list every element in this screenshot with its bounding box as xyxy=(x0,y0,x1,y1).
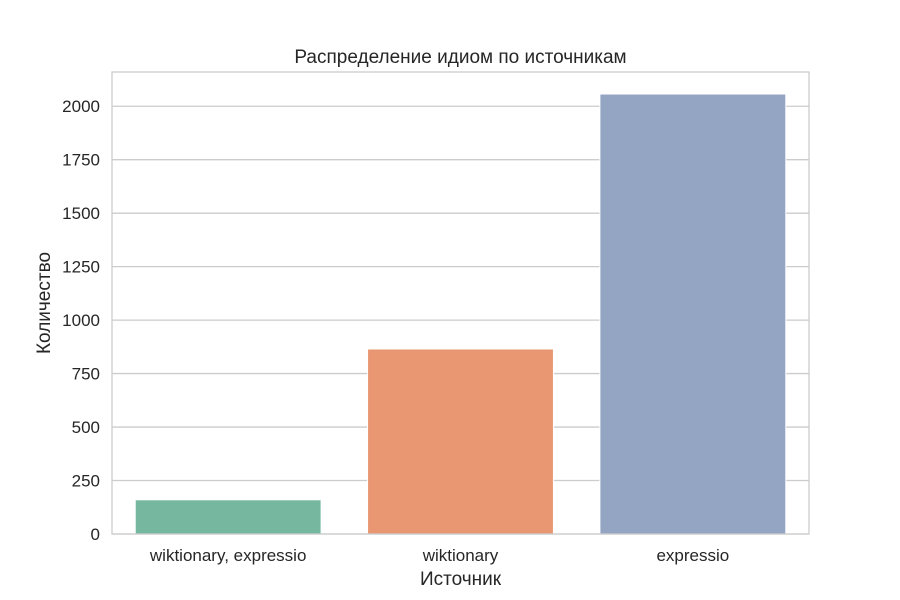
x-tick-label: wiktionary, expressio xyxy=(149,546,307,565)
y-tick-label: 1250 xyxy=(62,258,100,277)
y-tick-label: 1500 xyxy=(62,204,100,223)
y-tick-label: 0 xyxy=(91,525,100,544)
y-tick-label: 750 xyxy=(72,365,100,384)
y-tick-labels: 0 250 500 750 1000 1250 1500 1750 2000 xyxy=(62,97,100,544)
chart-title: Распределение идиом по источникам xyxy=(294,47,626,68)
x-tick-label: expressio xyxy=(656,546,729,565)
bars-layer xyxy=(134,93,787,535)
bar-1 xyxy=(367,348,554,535)
x-tick-label: wiktionary xyxy=(422,546,499,565)
bar-2 xyxy=(599,93,787,535)
y-tick-label: 250 xyxy=(72,472,100,491)
grid-layer xyxy=(112,105,809,535)
axes-frame xyxy=(111,71,810,535)
x-axis-label: Источник xyxy=(420,569,502,590)
y-tick-label: 500 xyxy=(72,418,100,437)
y-axis-label: Количество xyxy=(34,252,55,354)
y-tick-label: 2000 xyxy=(62,97,100,116)
x-tick-labels: wiktionary, expressio wiktionary expressio xyxy=(149,546,729,565)
y-tick-label: 1750 xyxy=(62,151,100,170)
y-tick-label: 1000 xyxy=(62,311,100,330)
bar-0 xyxy=(134,499,322,535)
